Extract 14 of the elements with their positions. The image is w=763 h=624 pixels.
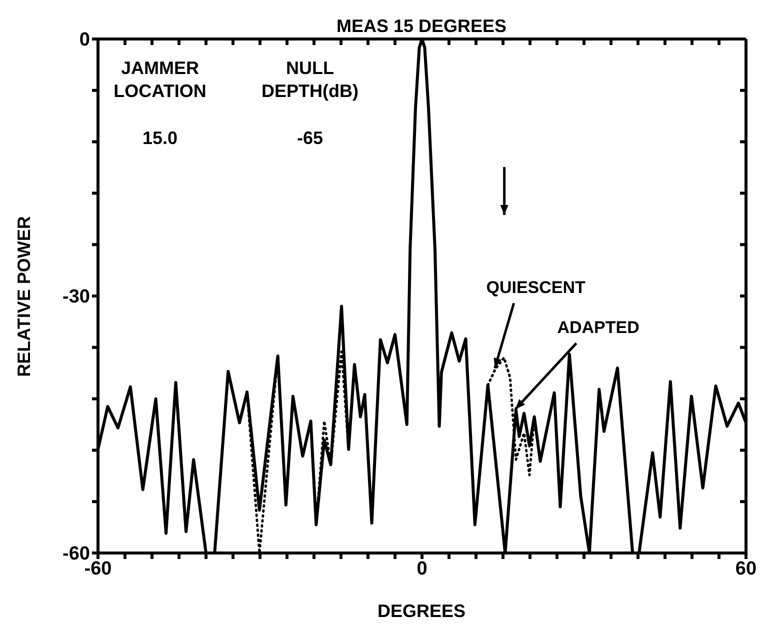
annotation: ADAPTED [557,318,640,338]
y-tick-label: 0 [79,30,90,51]
annotation: QUIESCENT [486,278,586,298]
annotation: JAMMER LOCATION [114,58,206,101]
chart-title: MEAS 15 DEGREES [336,16,507,36]
y-axis-title: RELATIVE POWER [14,216,34,377]
y-tick-label: -60 [62,544,90,565]
annotation: -65 [296,128,324,148]
x-axis-title: DEGREES [377,601,466,621]
annotation: 15.0 [142,128,178,148]
y-tick-label: -30 [62,286,90,308]
x-tick-label: 60 [735,558,757,580]
x-tick-label: 0 [416,558,428,580]
annotation: NULL DEPTH(dB) [262,58,358,101]
